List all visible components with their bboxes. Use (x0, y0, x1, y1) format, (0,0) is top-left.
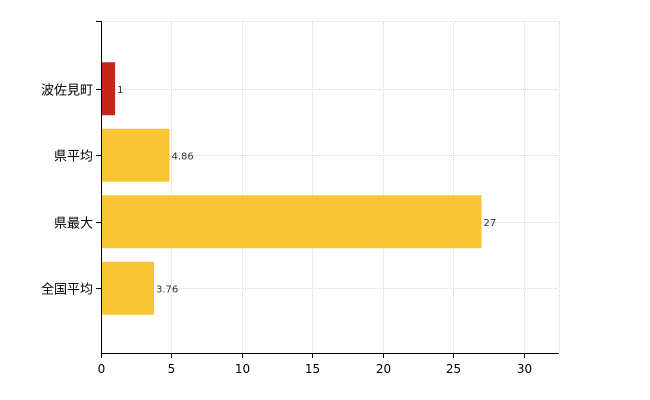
x-tick-label-1: 5 (168, 362, 176, 376)
bar-3 (101, 261, 154, 315)
x-tick-label-3: 15 (305, 362, 320, 376)
category-label-1: 県平均 (54, 150, 93, 165)
category-label-3: 全国平均 (41, 282, 93, 298)
value-label-3: 3.76 (156, 284, 178, 295)
category-label-2: 県最大 (54, 217, 93, 232)
bar-1 (101, 128, 170, 182)
x-tick-label-6: 30 (517, 362, 532, 376)
grid (101, 21, 560, 353)
bar-0 (101, 62, 116, 116)
axes (96, 21, 559, 358)
category-label-0: 波佐見町 (41, 84, 93, 99)
x-tick-label-0: 0 (98, 362, 106, 376)
value-label-2: 27 (483, 218, 496, 229)
bar-2 (101, 195, 482, 249)
x-tick-label-2: 10 (235, 362, 250, 376)
x-tick-label-4: 20 (376, 362, 391, 376)
value-label-1: 4.86 (171, 151, 193, 162)
x-tick-label-5: 25 (446, 362, 461, 376)
value-label-0: 1 (117, 85, 123, 96)
bars (101, 62, 482, 315)
